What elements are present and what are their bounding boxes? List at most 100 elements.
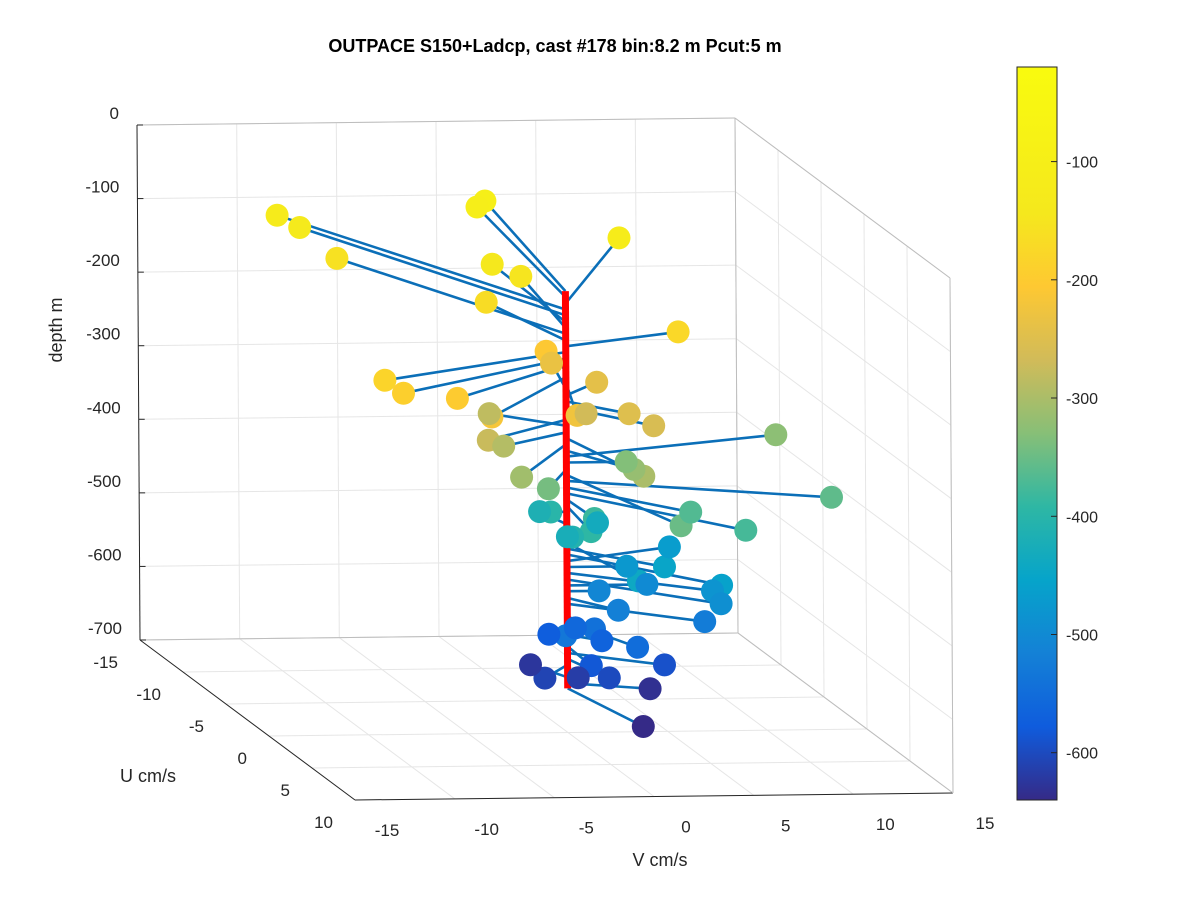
y-axis-line: [139, 639, 356, 801]
velocity-stem: [565, 473, 682, 527]
grid-line: [535, 120, 540, 636]
data-point: [528, 500, 552, 524]
data-point: [265, 203, 289, 227]
velocity-stem: [567, 602, 705, 623]
data-point: [566, 666, 590, 690]
data-point: [764, 423, 788, 447]
box-edge: [734, 117, 739, 634]
velocity-stem: [567, 651, 665, 667]
velocity-stem: [566, 433, 776, 458]
data-point: [820, 485, 843, 509]
data-point: [679, 500, 703, 524]
box-edge: [734, 117, 951, 279]
grid-line: [863, 213, 868, 730]
data-point: [693, 610, 717, 634]
data-point: [614, 450, 638, 474]
x-tick-label: 10: [876, 815, 895, 834]
data-point: [288, 216, 312, 239]
velocity-stem: [566, 553, 722, 587]
data-point: [392, 381, 415, 405]
y-tick-label: -15: [93, 653, 118, 672]
velocity-stem: [276, 214, 566, 311]
grid-line: [311, 760, 911, 769]
data-point: [590, 629, 614, 653]
velocity-stem: [476, 206, 567, 298]
z-tick-label: -700: [88, 619, 122, 638]
data-point: [492, 434, 516, 458]
data-point: [480, 252, 504, 276]
z-tick-label: -500: [87, 472, 121, 491]
velocity-stem: [566, 492, 747, 532]
grid-line: [737, 558, 953, 720]
grid-line: [735, 191, 951, 353]
velocity-stem: [485, 301, 567, 342]
data-point: [626, 635, 650, 659]
chart-title: OUTPACE S150+Ladcp, cast #178 bin:8.2 m …: [328, 36, 781, 56]
data-point: [642, 414, 666, 438]
data-point: [597, 666, 621, 690]
axes-grid: [136, 117, 954, 801]
velocity-stem: [567, 687, 644, 728]
data-point: [445, 386, 469, 410]
y-tick-label: -5: [189, 717, 204, 736]
y-axis-label: U cm/s: [120, 766, 176, 786]
colorbar-tick-label: -500: [1066, 628, 1098, 645]
data-point: [587, 579, 611, 603]
box-edge: [949, 277, 954, 794]
grid-line: [736, 485, 953, 647]
velocity-stem: [566, 479, 832, 499]
colorbar-tick-label: -100: [1066, 155, 1098, 172]
data-point: [653, 653, 676, 677]
z-axis-line: [136, 124, 141, 641]
grid-line: [182, 664, 782, 673]
grid-line: [139, 485, 738, 494]
z-tick-label: -200: [86, 251, 120, 270]
data-point: [325, 246, 349, 270]
data-point: [465, 195, 489, 219]
data-point: [635, 572, 659, 596]
data-point: [606, 598, 630, 622]
x-tick-label: 0: [681, 818, 690, 837]
velocity-stem: [384, 350, 567, 382]
data-point: [631, 715, 655, 738]
data-point: [474, 290, 498, 314]
data-marks: [265, 189, 843, 738]
z-tick-label: -600: [88, 545, 122, 564]
z-tick-label: -400: [87, 398, 121, 417]
x-tick-label: -15: [375, 821, 400, 840]
data-point: [734, 518, 758, 542]
grid-line: [736, 338, 952, 500]
grid-line: [139, 558, 738, 567]
x-axis-line: [354, 792, 954, 801]
data-point: [555, 525, 579, 549]
data-point: [519, 653, 542, 677]
data-point: [709, 592, 733, 616]
grid-line: [435, 121, 440, 637]
data-point: [607, 226, 631, 250]
colorbar-gradient: [1016, 66, 1058, 801]
grid-line: [335, 122, 340, 638]
box-edge: [139, 632, 739, 641]
grid-line: [236, 123, 241, 639]
z-axis-label: depth m: [46, 297, 66, 362]
data-point: [657, 535, 681, 559]
grid-line: [339, 637, 555, 799]
velocity-stem: [565, 330, 679, 348]
velocity-stem: [491, 375, 567, 419]
grid-line: [438, 636, 655, 797]
data-point: [586, 511, 609, 535]
data-point: [615, 554, 639, 578]
data-point: [574, 402, 598, 426]
data-point: [477, 402, 501, 426]
grid-line: [225, 696, 825, 705]
z-tick-label: -100: [85, 178, 119, 197]
box-edge: [737, 632, 954, 794]
data-point: [585, 370, 609, 394]
y-tick-label: 5: [281, 781, 290, 800]
data-point: [638, 677, 662, 701]
velocity-stem: [566, 547, 665, 569]
y-tick-label: -10: [136, 685, 161, 704]
data-point: [666, 320, 690, 344]
z-tick-label: 0: [110, 104, 119, 123]
